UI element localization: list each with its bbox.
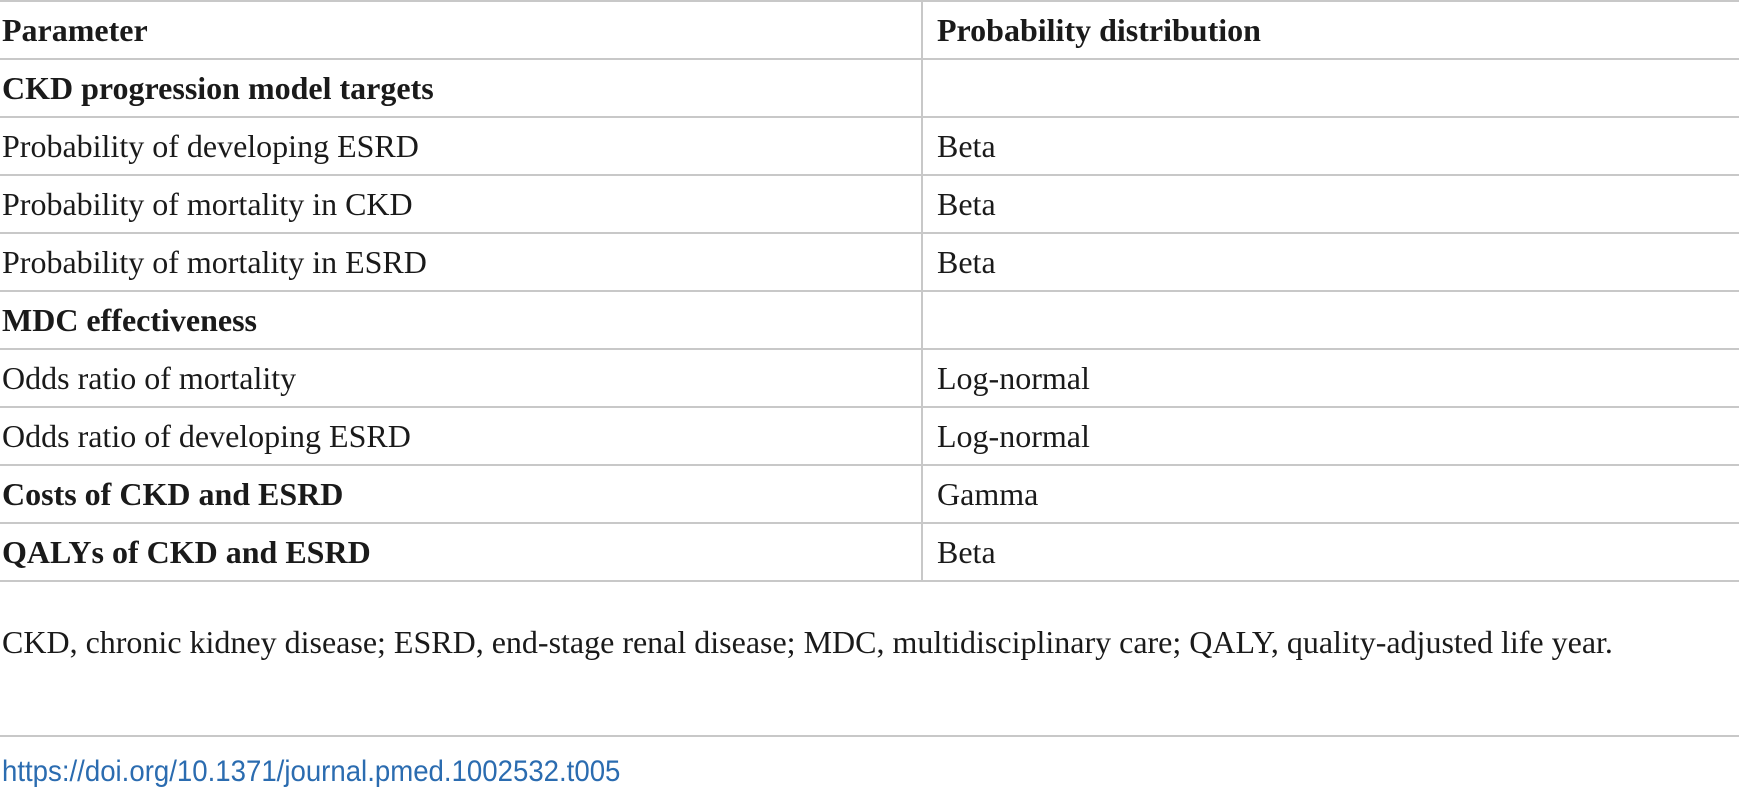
distribution-table-container: Parameter Probability distribution CKD p… [0,0,1739,582]
table-row: Odds ratio of mortality Log-normal [0,348,1739,407]
row-parameter: MDC effectiveness [0,290,922,349]
row-parameter: Odds ratio of developing ESRD [0,406,922,465]
row-distribution: Beta [921,116,1739,175]
doi-link[interactable]: https://doi.org/10.1371/journal.pmed.100… [2,755,621,788]
row-distribution [921,290,1739,349]
header-parameter: Parameter [0,0,922,59]
table-row: Costs of CKD and ESRD Gamma [0,464,1739,523]
footer-divider [0,735,1739,737]
row-parameter: Probability of mortality in CKD [0,174,922,233]
row-distribution: Log-normal [921,406,1739,465]
row-parameter: Probability of mortality in ESRD [0,232,922,291]
distribution-table: Parameter Probability distribution CKD p… [0,0,1739,582]
row-parameter: QALYs of CKD and ESRD [0,522,922,582]
table-row: QALYs of CKD and ESRD Beta [0,522,1739,582]
row-parameter: CKD progression model targets [0,58,922,117]
table-row: CKD progression model targets [0,58,1739,117]
row-parameter: Costs of CKD and ESRD [0,464,922,523]
row-distribution: Gamma [921,464,1739,523]
row-distribution: Log-normal [921,348,1739,407]
table-header-row: Parameter Probability distribution [0,0,1739,59]
row-parameter: Odds ratio of mortality [0,348,922,407]
header-probability-distribution: Probability distribution [921,0,1739,59]
row-distribution [921,58,1739,117]
table-footnote: CKD, chronic kidney disease; ESRD, end-s… [2,624,1613,660]
row-distribution: Beta [921,174,1739,233]
table-row: Odds ratio of developing ESRD Log-normal [0,406,1739,465]
row-distribution: Beta [921,232,1739,291]
table-row: Probability of mortality in ESRD Beta [0,232,1739,291]
table-row: Probability of developing ESRD Beta [0,116,1739,175]
table-row: Probability of mortality in CKD Beta [0,174,1739,233]
row-distribution: Beta [921,522,1739,582]
table-row: MDC effectiveness [0,290,1739,349]
row-parameter: Probability of developing ESRD [0,116,922,175]
